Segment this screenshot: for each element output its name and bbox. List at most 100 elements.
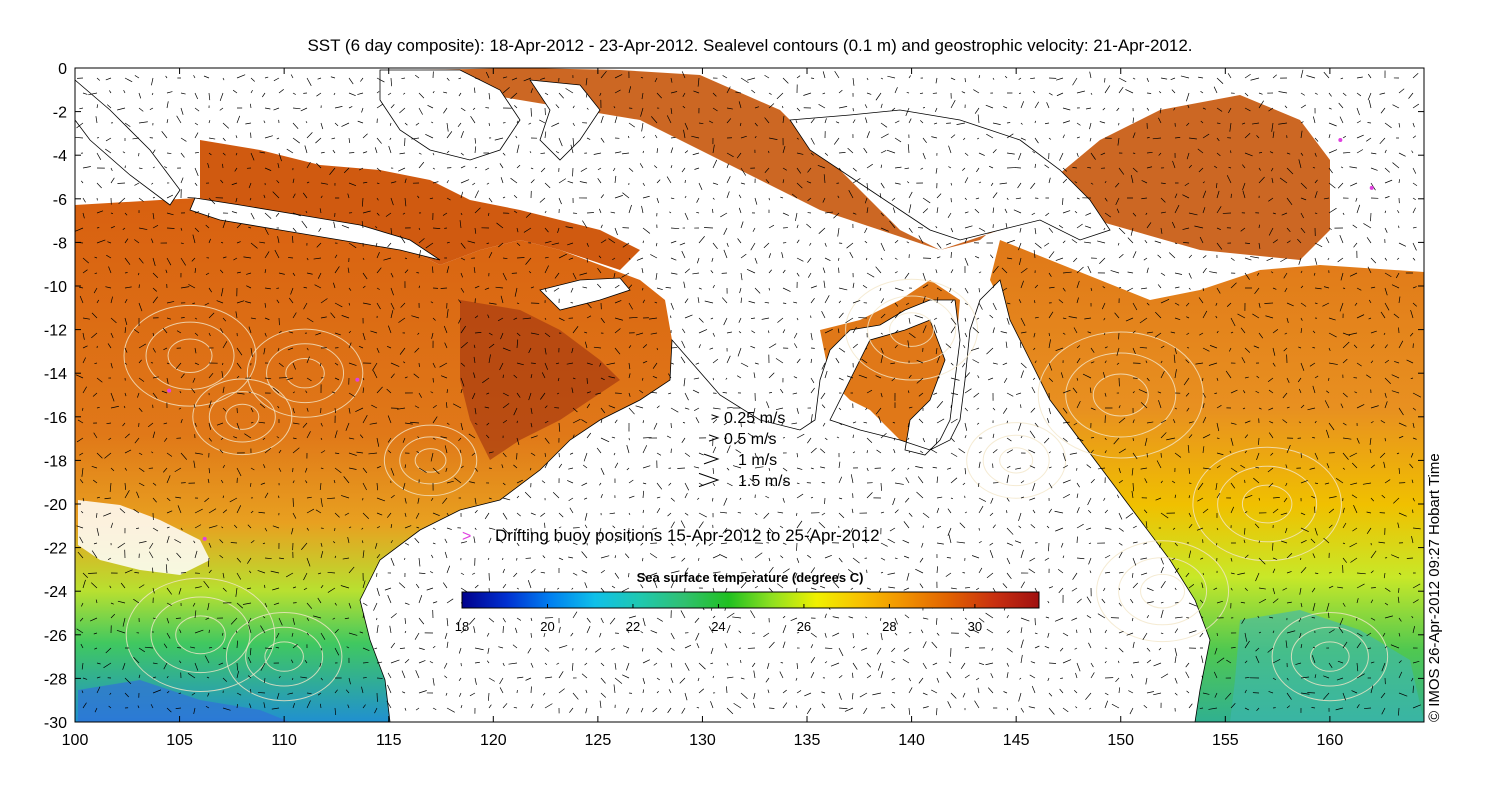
sst-field-cool-pool (78, 680, 290, 722)
velocity-arrow (1030, 661, 1036, 664)
sealevel-contour (1092, 373, 1149, 417)
velocity-arrow (1199, 632, 1204, 638)
velocity-arrow (754, 135, 757, 139)
velocity-arrow (319, 703, 322, 709)
velocity-arrow (986, 347, 994, 355)
velocity-arrow (416, 526, 420, 529)
velocity-arrow (1034, 316, 1039, 319)
velocity-arrow (1412, 583, 1421, 589)
velocity-arrow (1311, 587, 1316, 593)
colorbar-tick-label: 30 (968, 619, 982, 634)
velocity-arrow (138, 647, 145, 653)
velocity-arrow (383, 257, 392, 261)
velocity-arrow (264, 492, 269, 499)
velocity-arrow (180, 373, 185, 379)
velocity-arrow (1328, 524, 1333, 529)
velocity-arrow (1370, 421, 1374, 424)
velocity-arrow (180, 317, 185, 319)
velocity-arrow (670, 542, 674, 546)
velocity-arrow (80, 180, 84, 184)
velocity-arrow (138, 343, 147, 349)
velocity-arrow (194, 317, 198, 320)
velocity-arrow (390, 642, 396, 649)
velocity-arrow (180, 242, 184, 244)
velocity-arrow (425, 133, 434, 139)
velocity-arrow (681, 340, 686, 349)
velocity-arrow (880, 571, 884, 574)
y-tick-label: -12 (44, 323, 67, 340)
velocity-arrow (413, 373, 420, 379)
velocity-arrow (852, 282, 855, 289)
velocity-arrow (258, 511, 266, 514)
velocity-arrow (752, 407, 756, 417)
velocity-arrow (679, 677, 686, 684)
velocity-arrow (502, 662, 505, 667)
velocity-arrow (1412, 407, 1417, 411)
velocity-arrow (497, 537, 504, 544)
velocity-arrow (174, 539, 182, 544)
velocity-arrow (656, 347, 658, 351)
velocity-arrow (1391, 390, 1400, 394)
buoy-position (202, 536, 207, 541)
y-tick-label: -6 (53, 192, 67, 209)
velocity-arrow (345, 689, 350, 694)
velocity-arrow (1184, 182, 1190, 187)
velocity-arrow (1020, 654, 1023, 664)
velocity-arrow (1048, 311, 1054, 319)
velocity-arrow (1356, 583, 1365, 589)
velocity-arrow (264, 602, 268, 608)
velocity-arrow (753, 372, 756, 379)
velocity-arrow (544, 287, 547, 293)
velocity-arrow (922, 662, 927, 669)
velocity-arrow (373, 602, 378, 611)
velocity-arrow (768, 269, 772, 274)
velocity-arrow (670, 137, 676, 139)
velocity-arrow (642, 490, 645, 499)
velocity-arrow (415, 583, 420, 589)
velocity-arrow (670, 165, 673, 169)
velocity-arrow (992, 524, 996, 529)
velocity-arrow (376, 212, 380, 216)
velocity-arrow (586, 391, 591, 394)
velocity-arrow (306, 496, 312, 499)
velocity-arrow (1244, 527, 1246, 535)
velocity-arrow (807, 197, 812, 202)
velocity-arrow (833, 212, 840, 219)
velocity-arrow (764, 301, 770, 304)
velocity-arrow (443, 325, 448, 334)
velocity-arrow (596, 537, 602, 544)
velocity-arrow (1157, 254, 1162, 259)
velocity-arrow (1118, 77, 1127, 83)
velocity-arrow (431, 332, 434, 339)
velocity-arrow (362, 151, 368, 154)
velocity-arrow (572, 611, 578, 619)
velocity-arrow (1337, 257, 1344, 263)
velocity-arrow (1188, 703, 1193, 709)
velocity-arrow (722, 392, 728, 394)
velocity-arrow (740, 77, 749, 84)
velocity-arrow (362, 302, 371, 305)
sealevel-contour (1241, 484, 1293, 524)
velocity-arrow (628, 257, 631, 260)
velocity-arrow (1185, 671, 1190, 679)
velocity-arrow (978, 662, 985, 666)
velocity-arrow (432, 362, 436, 368)
velocity-arrow (194, 662, 199, 671)
velocity-arrow (1255, 466, 1260, 469)
velocity-arrow (880, 355, 884, 364)
velocity-arrow (1030, 182, 1036, 189)
velocity-arrow (76, 122, 84, 129)
velocity-arrow (747, 432, 756, 439)
velocity-arrow (838, 647, 844, 657)
velocity-arrow (1297, 238, 1302, 244)
velocity-arrow (175, 707, 182, 709)
velocity-arrow (357, 120, 364, 124)
velocity-arrow (515, 527, 518, 532)
velocity-arrow (680, 520, 686, 529)
velocity-arrow (1006, 662, 1009, 667)
velocity-arrow (444, 675, 448, 679)
velocity-arrow (390, 659, 400, 664)
velocity-arrow (1062, 452, 1066, 462)
velocity-arrow (1048, 137, 1052, 140)
velocity-arrow (178, 407, 182, 410)
